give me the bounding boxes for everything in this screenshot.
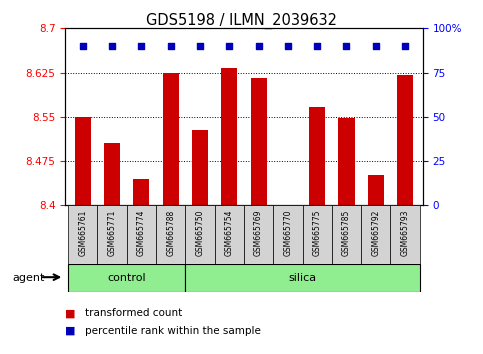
- Text: GSM665771: GSM665771: [108, 210, 116, 256]
- Bar: [185, 205, 214, 264]
- Bar: [75, 117, 91, 205]
- Point: [284, 43, 292, 49]
- Text: GSM665792: GSM665792: [371, 210, 380, 256]
- Bar: [280, 205, 296, 208]
- Bar: [339, 118, 355, 205]
- Point: [342, 43, 350, 49]
- Text: agent: agent: [12, 273, 44, 283]
- Text: control: control: [107, 273, 146, 283]
- Bar: [244, 205, 273, 264]
- Text: percentile rank within the sample: percentile rank within the sample: [85, 326, 260, 336]
- Text: GSM665775: GSM665775: [313, 210, 322, 256]
- Bar: [163, 73, 179, 205]
- Point: [79, 43, 86, 49]
- Text: silica: silica: [288, 273, 316, 283]
- Bar: [214, 205, 244, 264]
- Text: GDS5198 / ILMN_2039632: GDS5198 / ILMN_2039632: [146, 12, 337, 29]
- Bar: [309, 107, 325, 205]
- Text: transformed count: transformed count: [85, 308, 182, 318]
- Bar: [390, 205, 420, 264]
- Bar: [156, 205, 185, 264]
- Point: [226, 43, 233, 49]
- Bar: [302, 205, 332, 264]
- Bar: [133, 179, 149, 205]
- Text: GSM665788: GSM665788: [166, 210, 175, 256]
- Bar: [273, 205, 302, 264]
- Text: GSM665774: GSM665774: [137, 210, 146, 256]
- Text: ■: ■: [65, 308, 76, 318]
- Text: GSM665769: GSM665769: [254, 210, 263, 256]
- Text: GSM665785: GSM665785: [342, 210, 351, 256]
- Point: [196, 43, 204, 49]
- Text: GSM665750: GSM665750: [196, 210, 204, 256]
- Point: [108, 43, 116, 49]
- Text: GSM665761: GSM665761: [78, 210, 87, 256]
- Point: [167, 43, 174, 49]
- Bar: [104, 143, 120, 205]
- Bar: [251, 79, 267, 205]
- Text: GSM665754: GSM665754: [225, 210, 234, 256]
- Bar: [361, 205, 390, 264]
- Text: ■: ■: [65, 326, 76, 336]
- Point: [138, 43, 145, 49]
- Bar: [368, 175, 384, 205]
- Bar: [397, 75, 413, 205]
- Bar: [185, 264, 420, 292]
- Bar: [332, 205, 361, 264]
- Point: [372, 43, 380, 49]
- Point: [255, 43, 262, 49]
- Point: [401, 43, 409, 49]
- Point: [313, 43, 321, 49]
- Bar: [192, 130, 208, 205]
- Bar: [127, 205, 156, 264]
- Bar: [98, 205, 127, 264]
- Bar: [68, 205, 98, 264]
- Bar: [68, 264, 185, 292]
- Text: GSM665793: GSM665793: [400, 210, 410, 256]
- Bar: [221, 68, 237, 205]
- Text: GSM665770: GSM665770: [284, 210, 292, 256]
